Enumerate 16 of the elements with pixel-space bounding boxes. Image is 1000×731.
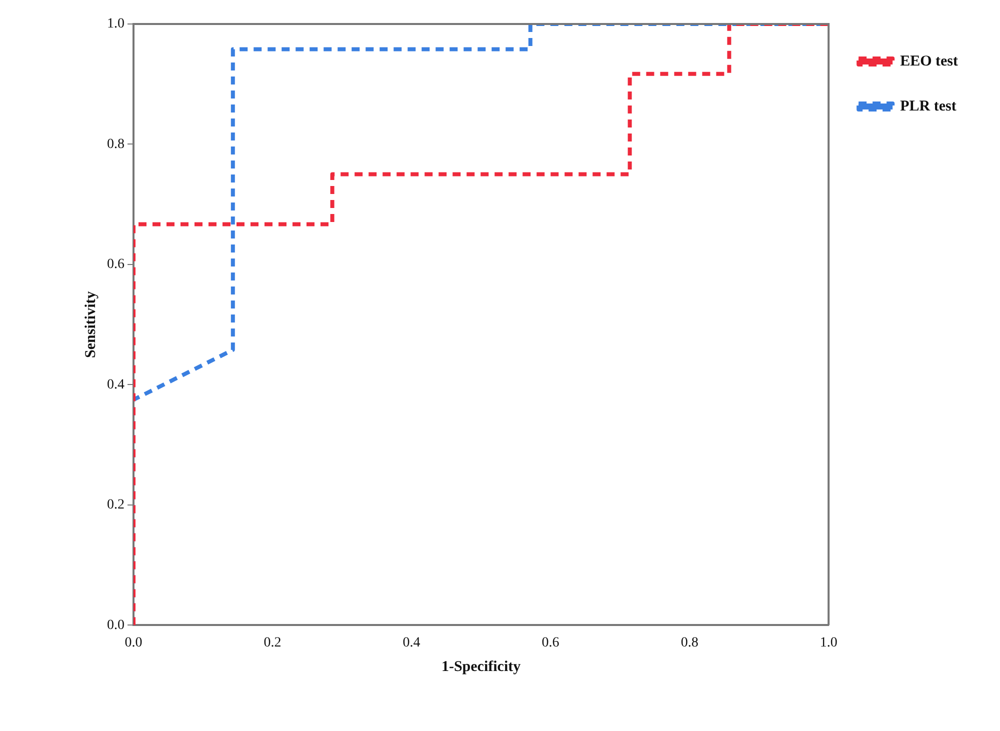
y-tick-label: 0.4 — [107, 377, 124, 392]
x-tick-label: 0.2 — [264, 635, 282, 650]
y-tick-label: 0.6 — [107, 257, 124, 272]
legend-label: PLR test — [900, 98, 956, 114]
y-tick-label: 0.2 — [107, 498, 124, 513]
y-tick-label: 0.8 — [107, 136, 124, 152]
x-tick-label: 0.8 — [680, 635, 698, 650]
x-axis-title: 1-Specificity — [441, 658, 522, 675]
y-tick-label: 1.0 — [107, 16, 124, 32]
x-tick-label: 0.0 — [124, 635, 142, 650]
x-tick-label: 0.6 — [542, 635, 560, 650]
x-tick-label: 0.4 — [402, 635, 420, 650]
y-axis-title: Sensitivity — [82, 290, 99, 358]
x-tick-label: 1.0 — [820, 635, 838, 650]
legend-label: EEO test — [900, 53, 958, 70]
y-tick-label: 0.0 — [107, 618, 124, 633]
